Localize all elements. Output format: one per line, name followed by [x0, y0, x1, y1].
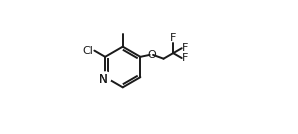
Text: N: N: [98, 73, 107, 86]
Text: F: F: [182, 43, 189, 53]
Text: Cl: Cl: [82, 46, 93, 56]
Text: N: N: [98, 73, 107, 86]
Text: F: F: [170, 33, 176, 43]
Text: F: F: [182, 53, 189, 63]
Text: O: O: [147, 50, 156, 60]
